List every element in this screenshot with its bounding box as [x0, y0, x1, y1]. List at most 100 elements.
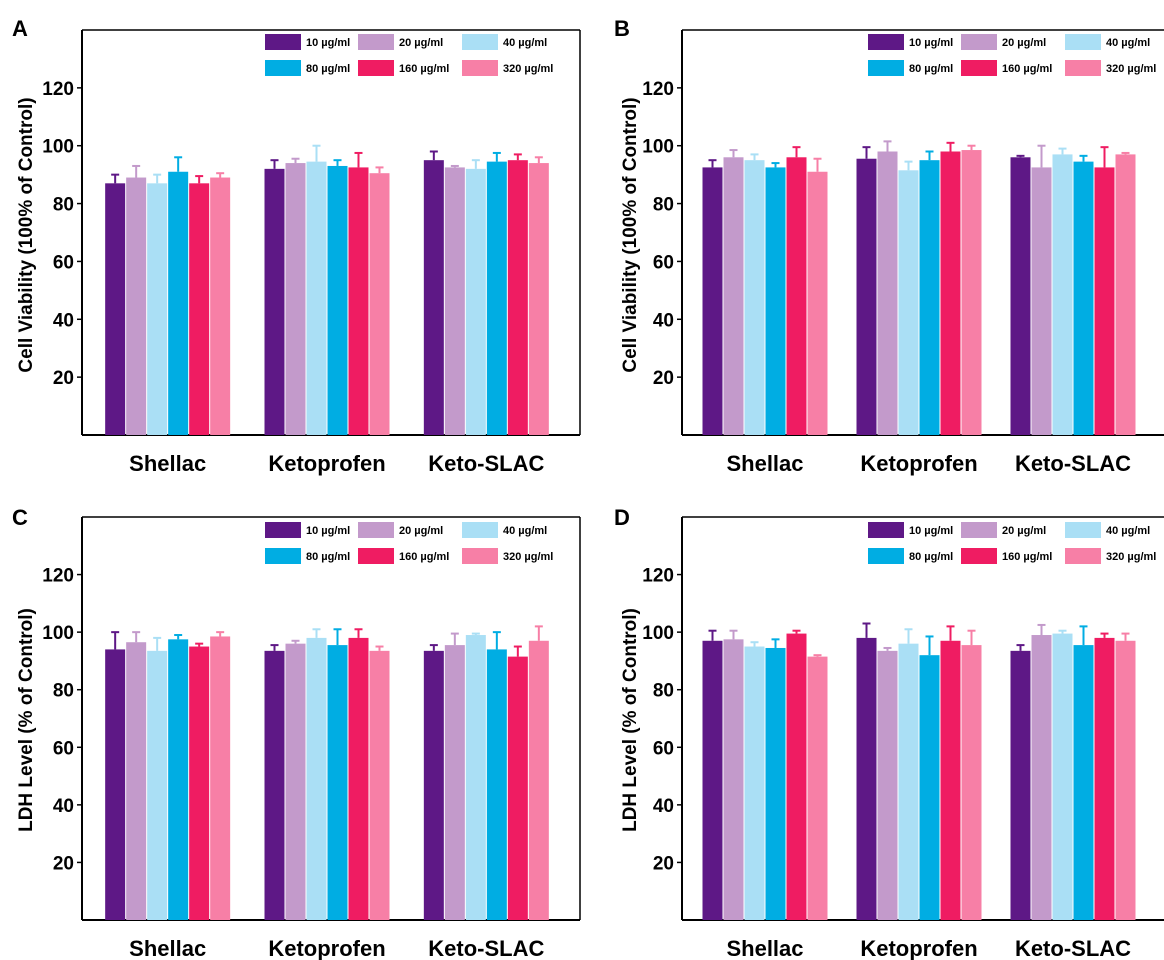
legend-swatch — [1065, 548, 1101, 564]
panel-letter: C — [12, 505, 28, 530]
bar — [348, 167, 369, 436]
bar — [1010, 650, 1031, 920]
bar — [348, 637, 369, 920]
y-tick-label: 20 — [653, 368, 674, 389]
bar — [486, 649, 507, 920]
legend-label: 80 µg/ml — [306, 551, 350, 563]
bar — [856, 637, 877, 920]
legend-item: 320 µg/ml — [1065, 548, 1156, 564]
legend-label: 10 µg/ml — [306, 525, 350, 537]
bar — [528, 640, 549, 920]
bar — [765, 647, 786, 920]
legend-swatch — [1065, 60, 1101, 76]
legend-swatch — [265, 34, 301, 50]
panel-letter: A — [12, 16, 28, 41]
y-tick-label: 60 — [653, 252, 674, 273]
bar — [807, 656, 828, 920]
y-tick-label: 40 — [653, 796, 674, 817]
x-tick-label: Shellac — [129, 451, 206, 476]
y-tick-label: 100 — [642, 623, 674, 644]
bar — [507, 160, 528, 435]
y-tick-label: 120 — [642, 566, 674, 587]
legend-swatch — [265, 548, 301, 564]
y-tick-label: 80 — [53, 195, 74, 216]
x-tick-label: Keto-SLAC — [1015, 451, 1131, 476]
bar — [856, 158, 877, 435]
legend-item: 20 µg/ml — [358, 522, 443, 538]
legend-label: 10 µg/ml — [909, 525, 953, 537]
legend: 10 µg/ml 20 µg/ml 40 µg/ml 80 µg/ml 160 µg/m… — [868, 522, 1156, 564]
y-tick-label: 120 — [42, 566, 74, 587]
bar — [744, 160, 765, 435]
legend-label: 80 µg/ml — [909, 63, 953, 75]
bar — [444, 645, 465, 920]
y-tick-label: 60 — [53, 738, 74, 759]
bar — [702, 640, 723, 920]
legend-item: 20 µg/ml — [961, 522, 1046, 538]
legend-swatch — [358, 522, 394, 538]
y-tick-label: 20 — [653, 853, 674, 874]
bar — [465, 635, 486, 920]
bar — [723, 639, 744, 920]
legend-item: 20 µg/ml — [961, 34, 1046, 50]
legend-swatch — [868, 522, 904, 538]
y-tick-label: 100 — [42, 623, 74, 644]
legend-label: 320 µg/ml — [1106, 63, 1156, 75]
panel-letter: B — [614, 16, 630, 41]
bar — [1115, 640, 1136, 920]
x-tick-label: Ketoprofen — [860, 451, 977, 476]
legend-label: 20 µg/ml — [399, 37, 443, 49]
bar — [327, 165, 348, 435]
chart-panel-a: A Cell Viability (100% of Control) 20 40 60 8… — [12, 16, 581, 476]
legend-swatch — [1065, 34, 1101, 50]
bar — [1052, 633, 1073, 920]
bar — [147, 183, 168, 435]
y-axis-label: Cell Viability (100% of Control) — [16, 97, 37, 372]
legend-swatch — [961, 522, 997, 538]
legend-item: 160 µg/ml — [961, 548, 1052, 564]
bar — [264, 650, 285, 920]
bar — [1115, 154, 1136, 435]
legend-item: 160 µg/ml — [358, 548, 449, 564]
bar — [1073, 161, 1094, 435]
legend-label: 160 µg/ml — [1002, 551, 1052, 563]
legend-swatch — [1065, 522, 1101, 538]
x-tick-label: Ketoprofen — [860, 936, 977, 960]
bar — [898, 643, 919, 920]
legend-item: 40 µg/ml — [1065, 522, 1150, 538]
bar — [1031, 167, 1052, 436]
bar — [465, 168, 486, 435]
bar — [444, 167, 465, 436]
y-tick-label: 40 — [53, 310, 74, 331]
x-tick-label: Shellac — [726, 451, 803, 476]
bar — [126, 177, 147, 436]
legend-item: 10 µg/ml — [868, 34, 953, 50]
bar — [1094, 637, 1115, 920]
bar — [1094, 167, 1115, 436]
y-tick-label: 80 — [653, 195, 674, 216]
legend-label: 40 µg/ml — [503, 525, 547, 537]
bar — [147, 650, 168, 920]
x-tick-label: Keto-SLAC — [428, 936, 544, 960]
bar — [877, 650, 898, 920]
y-tick-label: 60 — [653, 738, 674, 759]
legend-label: 320 µg/ml — [503, 63, 553, 75]
legend-swatch — [265, 60, 301, 76]
x-tick-label: Shellac — [726, 936, 803, 960]
legend-item: 40 µg/ml — [1065, 34, 1150, 50]
x-tick-label: Keto-SLAC — [1015, 936, 1131, 960]
bar — [168, 639, 189, 920]
bar — [369, 173, 390, 436]
y-tick-label: 20 — [53, 368, 74, 389]
bar — [786, 633, 807, 920]
legend-swatch — [961, 34, 997, 50]
bar — [210, 177, 231, 436]
bar — [1052, 154, 1073, 435]
x-tick-label: Ketoprofen — [268, 936, 385, 960]
legend: 10 µg/ml 20 µg/ml 40 µg/ml 80 µg/ml 160 µg/m… — [265, 34, 553, 76]
bar — [168, 171, 189, 435]
bar — [961, 150, 982, 435]
legend-label: 160 µg/ml — [1002, 63, 1052, 75]
legend: 10 µg/ml 20 µg/ml 40 µg/ml 80 µg/ml 160 µg/m… — [868, 34, 1156, 76]
